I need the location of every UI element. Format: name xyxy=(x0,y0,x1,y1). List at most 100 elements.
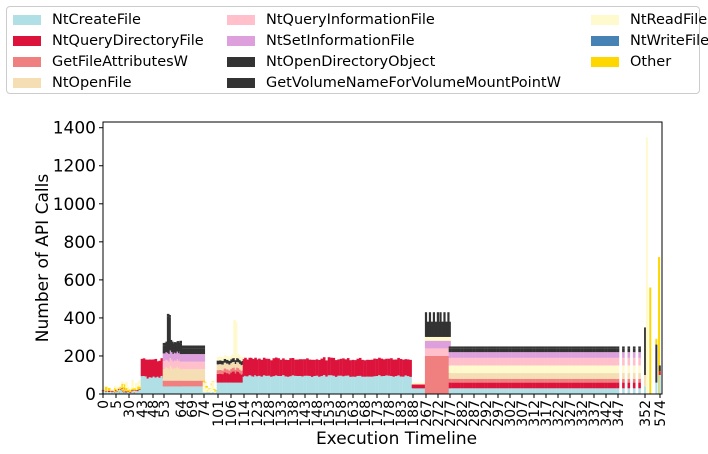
bar-segment-nt-open-directory-object xyxy=(592,348,596,353)
bar-segment-nt-open-file xyxy=(527,373,531,379)
bar-segment-get-file-attributes-w xyxy=(595,378,598,383)
bar-segment-nt-read-file xyxy=(527,365,531,374)
bar-segment-nt-open-file xyxy=(169,365,173,381)
bar-segment-nt-open-file xyxy=(547,373,550,379)
bar-segment-nt-open-directory-object xyxy=(465,348,469,353)
bar-segment-get-file-attributes-w xyxy=(173,380,177,387)
bar-segment-nt-open-file xyxy=(171,367,174,381)
bar-segment-nt-query-directory-file xyxy=(382,359,386,376)
bar-segment-nt-read-file xyxy=(542,365,545,374)
bar-segment-nt-query-directory-file xyxy=(349,360,352,377)
bar-segment-get-volume-name-for-volume-mount-point-w xyxy=(455,346,459,349)
bar-segment-get-file-attributes-w xyxy=(611,378,615,383)
bar-segment-get-file-attributes-w xyxy=(561,378,565,383)
bar-segment-nt-open-directory-object xyxy=(627,348,631,353)
bar-segment-get-file-attributes-w xyxy=(511,378,514,383)
bar-segment-nt-open-file xyxy=(460,373,464,379)
bar-segment-nt-create-file xyxy=(344,375,348,394)
bar-segment-nt-query-directory-file xyxy=(387,358,391,376)
bar-segment-nt-open-file xyxy=(494,373,497,379)
bar-segment-get-volume-name-for-volume-mount-point-w xyxy=(427,321,430,326)
bar-segment-nt-query-directory-file xyxy=(308,359,312,376)
bar-segment-nt-query-information-file xyxy=(547,357,550,366)
bar-segment-nt-create-file xyxy=(274,375,278,394)
bar-segment-nt-query-directory-file xyxy=(578,382,581,389)
bar-segment-nt-create-file xyxy=(597,388,601,394)
bar-segment-nt-read-file xyxy=(470,365,473,374)
bar-segment-get-file-attributes-w xyxy=(432,355,436,394)
bar-segment-nt-query-directory-file xyxy=(551,382,555,389)
bar-segment-get-file-attributes-w xyxy=(169,380,173,387)
bar-segment-nt-query-information-file xyxy=(187,361,191,370)
bar-segment-nt-open-directory-object xyxy=(511,348,514,353)
bar-segment-nt-read-file xyxy=(503,365,507,374)
bar-segment-get-volume-name-for-volume-mount-point-w xyxy=(438,321,441,326)
bar-segment-get-volume-name-for-volume-mount-point-w xyxy=(530,346,533,349)
bar-segment-nt-query-directory-file xyxy=(265,358,268,376)
bar-segment-nt-open-file xyxy=(556,373,560,379)
bar-segment-nt-create-file xyxy=(542,388,545,394)
bar-segment-nt-create-file xyxy=(563,388,567,394)
bar-segment-get-volume-name-for-volume-mount-point-w xyxy=(595,346,598,349)
bar-segment-nt-create-file xyxy=(270,376,273,394)
bar-segment-nt-read-file xyxy=(580,365,584,374)
bar-segment-nt-set-information-file xyxy=(165,352,169,360)
bar-segment-nt-query-directory-file xyxy=(325,360,328,377)
bar-segment-nt-query-information-file xyxy=(181,361,185,370)
bar-segment-nt-open-file xyxy=(239,363,242,370)
bar-segment-nt-read-file xyxy=(489,365,493,374)
bar-segment-nt-read-file xyxy=(451,365,454,374)
bar-segment-other xyxy=(132,388,136,391)
bar-segment-nt-read-file xyxy=(627,365,631,374)
bar-segment-nt-open-directory-object xyxy=(230,359,233,364)
bar-segment-nt-create-file xyxy=(356,375,360,394)
bar-segment-nt-query-directory-file xyxy=(470,382,473,389)
bar-segment-nt-open-file xyxy=(230,363,233,369)
bar-segment-get-volume-name-for-volume-mount-point-w xyxy=(446,321,449,326)
bar-segment-nt-create-file xyxy=(595,388,598,394)
bar-segment-nt-open-file xyxy=(448,373,452,379)
bar-segment-get-volume-name-for-volume-mount-point-w xyxy=(525,346,529,349)
bar-segment-nt-create-file xyxy=(165,386,169,394)
bar-segment-nt-query-information-file xyxy=(202,361,206,370)
bar-segment-nt-create-file xyxy=(394,376,398,394)
x-tick-label: 272 xyxy=(431,400,447,427)
bar-segment-get-volume-name-for-volume-mount-point-w xyxy=(439,312,442,317)
bar-segment-nt-query-information-file xyxy=(515,357,519,366)
bar-segment-nt-query-information-file xyxy=(561,357,565,366)
bar-segment-nt-create-file xyxy=(272,376,276,394)
bar-segment-nt-open-directory-object xyxy=(164,345,167,354)
bar-segment-nt-open-directory-object xyxy=(527,348,531,353)
bar-segment-nt-read-file xyxy=(134,383,138,389)
bar-segment-nt-query-information-file xyxy=(499,357,502,366)
bar-segment-get-volume-name-for-volume-mount-point-w xyxy=(426,321,429,326)
bar-segment-nt-read-file xyxy=(125,381,128,389)
bar-segment-nt-open-directory-object xyxy=(602,348,605,353)
bar-segment-nt-read-file xyxy=(614,365,617,374)
bar-segment-nt-read-file xyxy=(428,336,432,341)
bar-segment-nt-create-file xyxy=(571,388,574,394)
bar-segment-nt-set-information-file xyxy=(183,354,187,362)
bar-segment-nt-read-file xyxy=(595,365,598,374)
bar-segment-nt-open-directory-object xyxy=(632,348,636,353)
bar-segment-nt-open-file xyxy=(479,373,483,379)
bar-segment-nt-read-file xyxy=(234,322,238,361)
bar-segment-nt-set-information-file xyxy=(430,340,433,349)
bar-segment-nt-query-information-file xyxy=(168,361,171,370)
bar-segment-nt-read-file xyxy=(444,336,447,341)
bar-segment-nt-query-directory-file xyxy=(158,360,162,378)
bar-segment-get-file-attributes-w xyxy=(513,378,517,383)
bar-segment-nt-read-file xyxy=(496,365,500,374)
bar-segment-nt-read-file xyxy=(609,365,613,374)
bar-segment-nt-create-file xyxy=(349,376,352,394)
bar-segment-nt-read-file xyxy=(132,387,136,389)
bar-segment-get-file-attributes-w xyxy=(446,355,449,394)
bar-segment-get-file-attributes-w xyxy=(518,378,521,383)
bar-segment-nt-query-directory-file xyxy=(132,390,136,391)
bar-segment-nt-query-information-file xyxy=(198,361,201,370)
bar-segment-nt-set-information-file xyxy=(535,352,538,358)
bar-segment-nt-query-information-file xyxy=(172,361,176,370)
x-tick-label: 69 xyxy=(185,400,201,418)
bar-segment-nt-set-information-file xyxy=(590,352,593,358)
bar-segment-nt-open-file xyxy=(162,368,166,381)
